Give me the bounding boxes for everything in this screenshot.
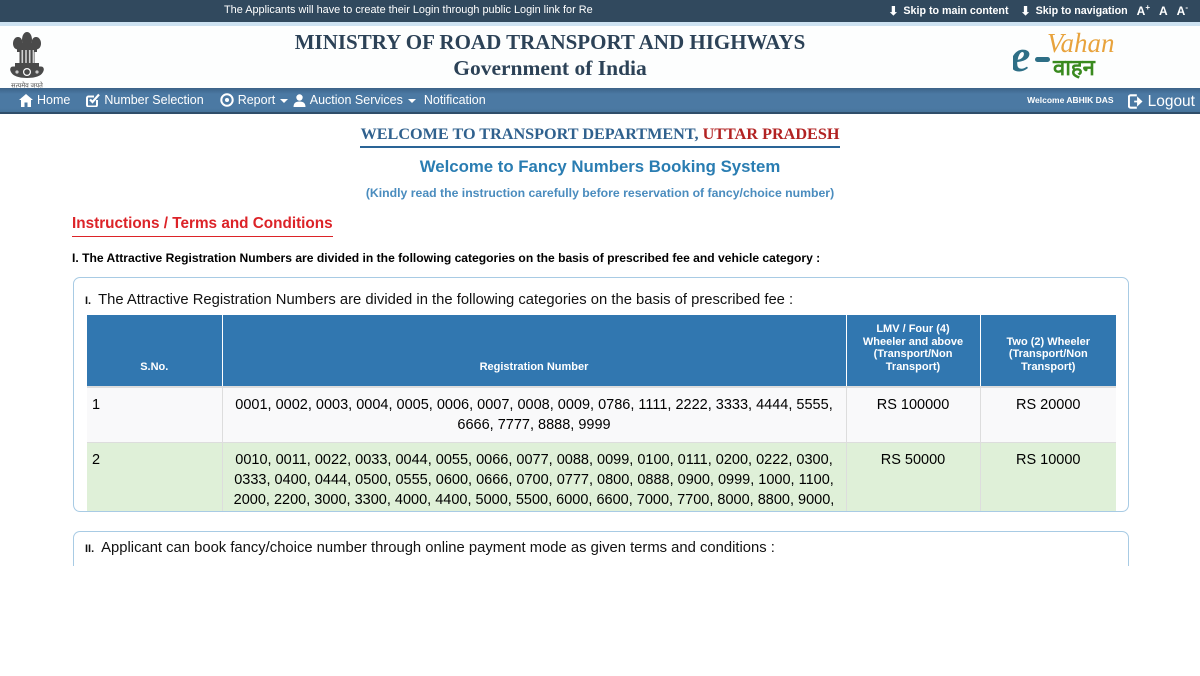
svg-text:वाहन: वाहन <box>1052 55 1096 80</box>
svg-text:Vahan: Vahan <box>1047 31 1115 58</box>
svg-text:सत्यमेव जयते: सत्यमेव जयते <box>11 82 43 90</box>
svg-text:e: e <box>1013 31 1030 81</box>
